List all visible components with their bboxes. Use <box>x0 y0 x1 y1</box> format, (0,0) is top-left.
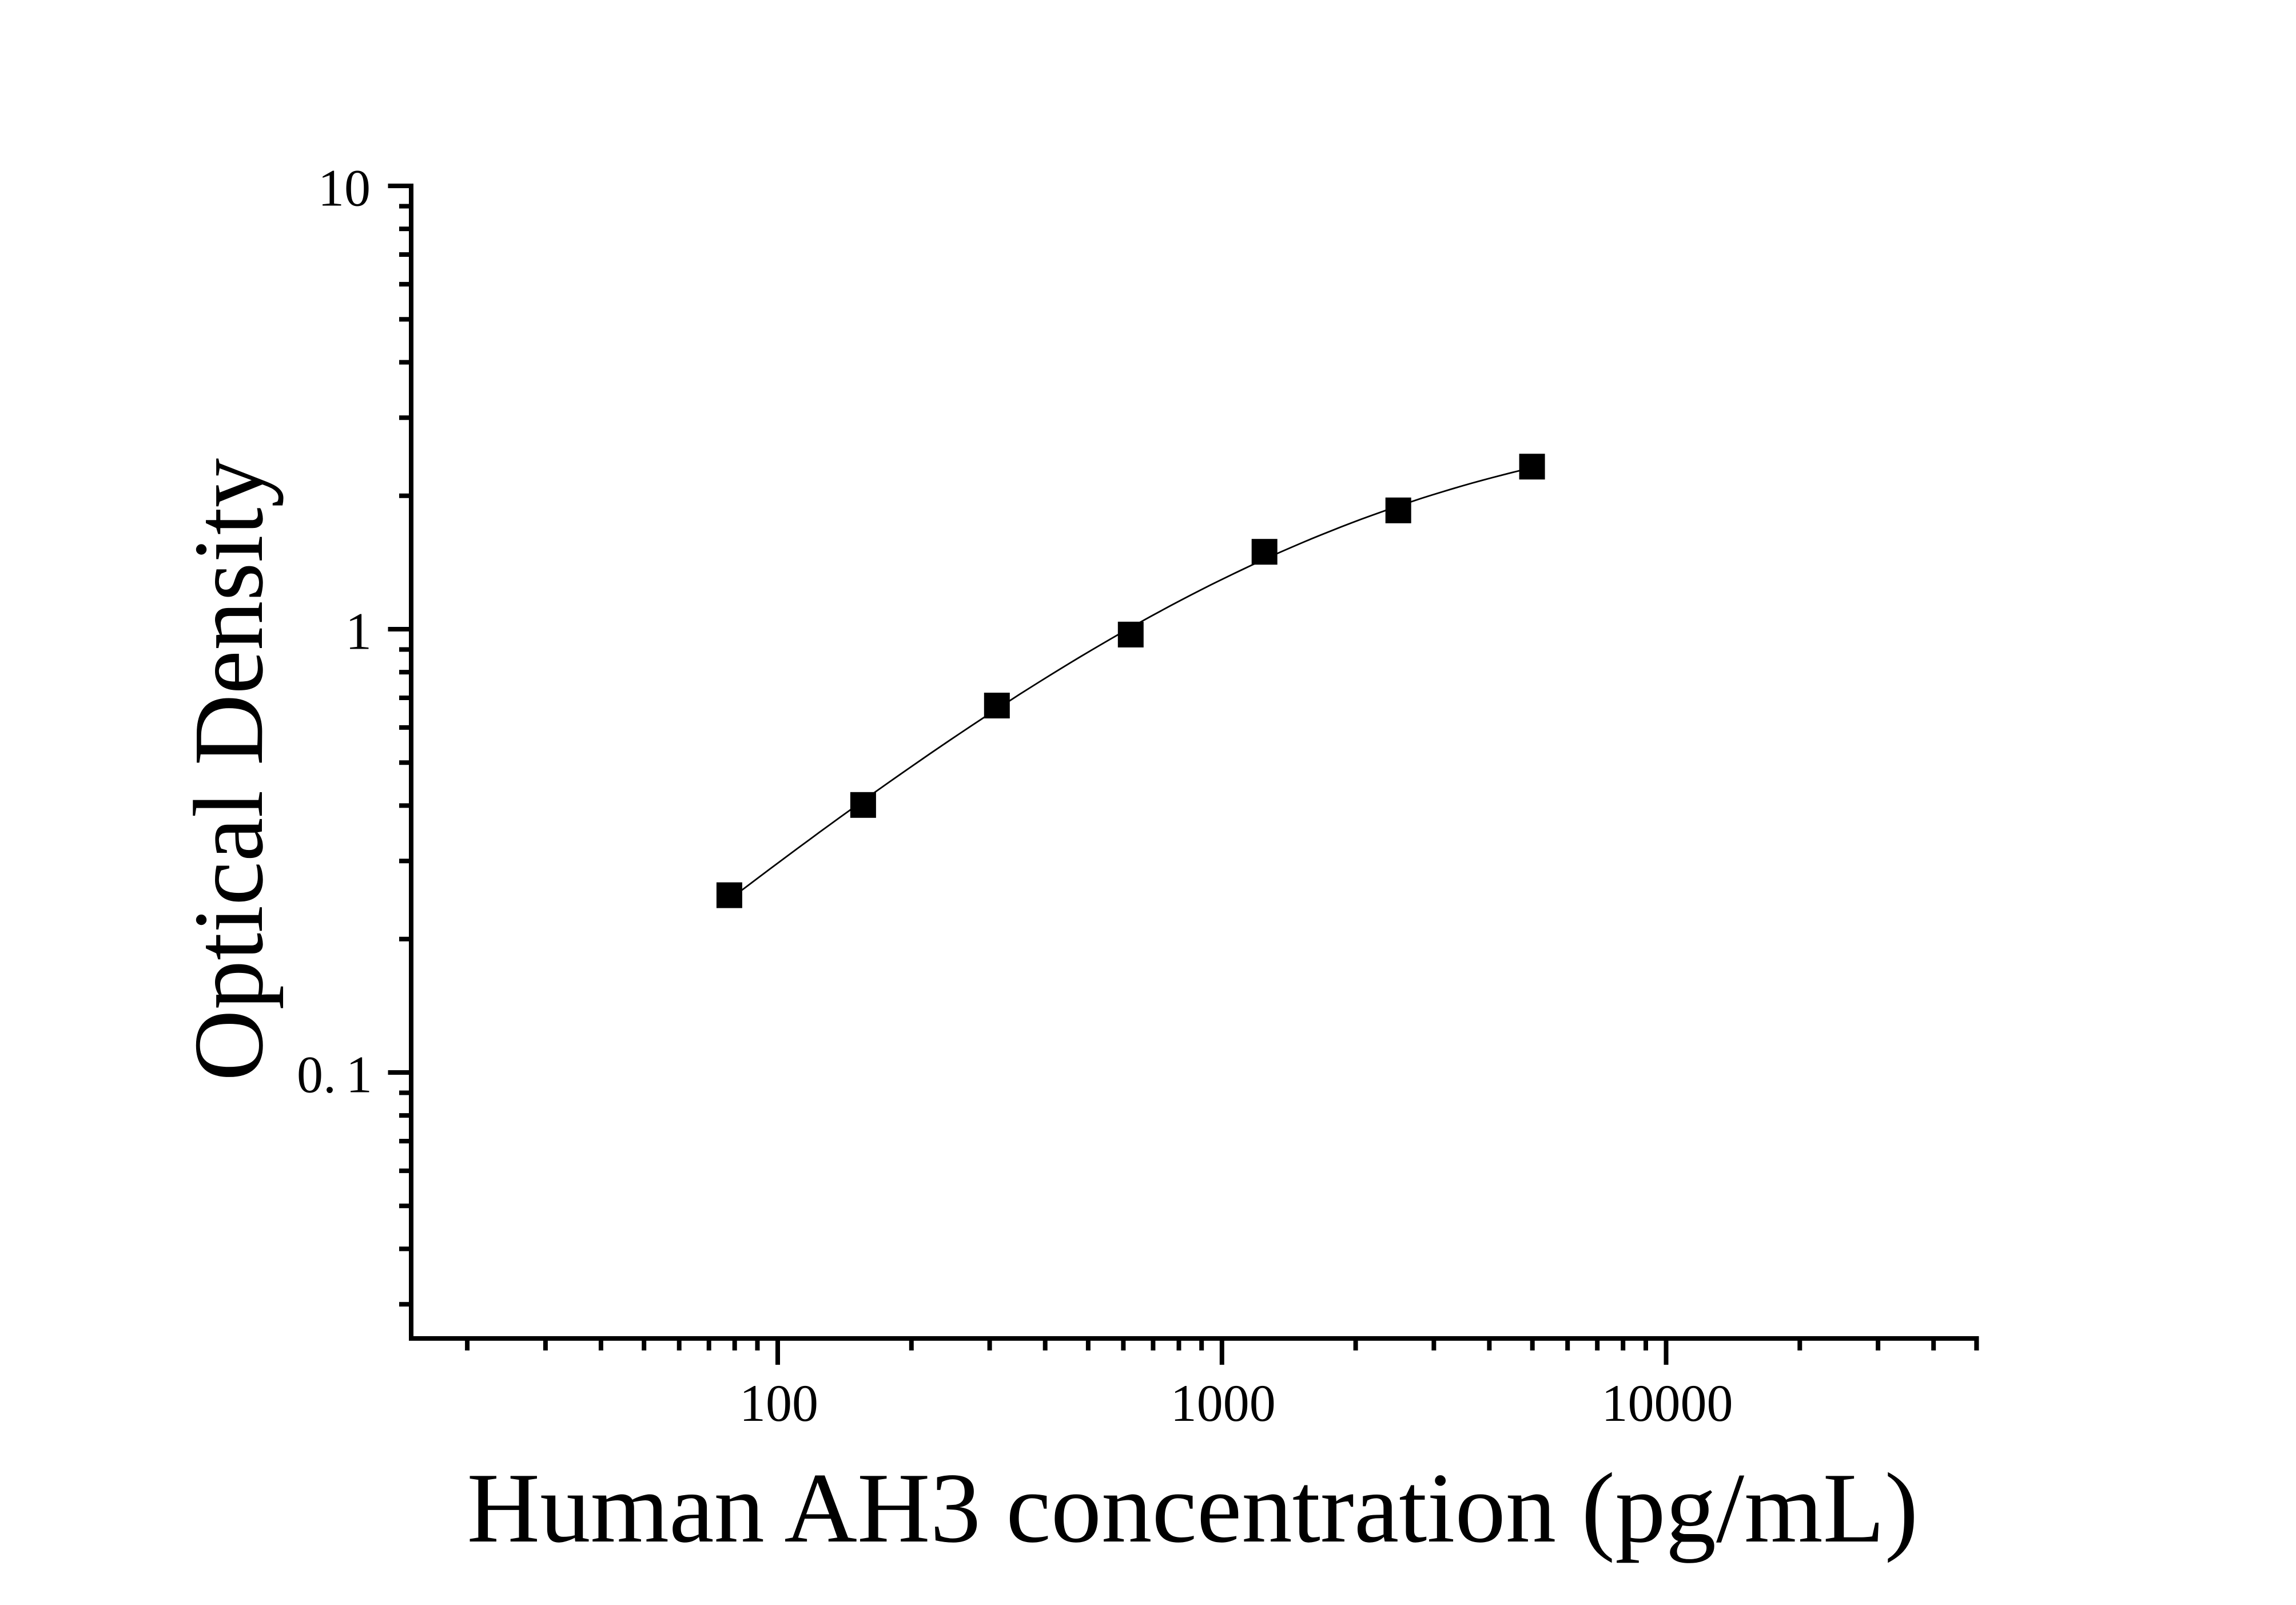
svg-text:10000: 10000 <box>1602 1374 1733 1432</box>
svg-text:1000: 1000 <box>1171 1374 1276 1432</box>
svg-text:10: 10 <box>318 159 371 217</box>
svg-text:0.: 0. <box>297 1046 336 1104</box>
svg-text:Human AH3 concentration (pg/mL: Human AH3 concentration (pg/mL) <box>467 1452 1919 1563</box>
svg-text:100: 100 <box>739 1374 818 1432</box>
svg-text:Optical Density: Optical Density <box>173 458 284 1081</box>
svg-text:1: 1 <box>346 1046 372 1104</box>
svg-text:1: 1 <box>345 602 372 661</box>
